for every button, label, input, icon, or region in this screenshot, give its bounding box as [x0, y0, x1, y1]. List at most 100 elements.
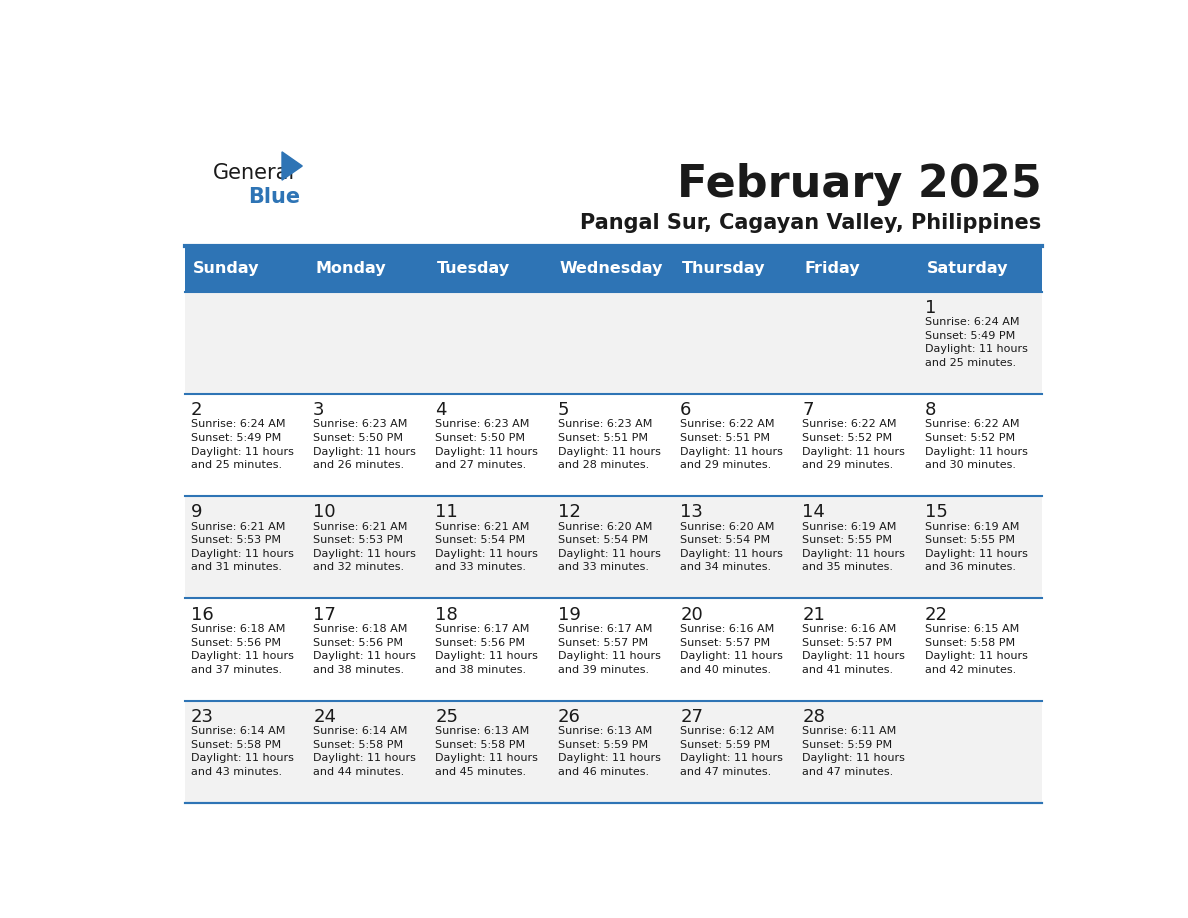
Text: 3: 3	[314, 401, 324, 420]
Bar	[185, 497, 308, 599]
Bar	[308, 599, 430, 700]
Bar	[797, 599, 920, 700]
Text: Sunrise: 6:16 AM
Sunset: 5:57 PM
Daylight: 11 hours
and 41 minutes.: Sunrise: 6:16 AM Sunset: 5:57 PM Dayligh…	[802, 624, 905, 675]
Bar	[308, 394, 430, 497]
Bar	[675, 599, 797, 700]
Text: Sunrise: 6:22 AM
Sunset: 5:52 PM
Daylight: 11 hours
and 29 minutes.: Sunrise: 6:22 AM Sunset: 5:52 PM Dayligh…	[802, 420, 905, 470]
Text: Sunrise: 6:13 AM
Sunset: 5:58 PM
Daylight: 11 hours
and 45 minutes.: Sunrise: 6:13 AM Sunset: 5:58 PM Dayligh…	[436, 726, 538, 777]
Bar	[185, 700, 308, 803]
Bar	[552, 497, 675, 599]
Bar	[552, 700, 675, 803]
Text: Tuesday: Tuesday	[437, 262, 511, 276]
Text: 2: 2	[191, 401, 202, 420]
Text: Pangal Sur, Cagayan Valley, Philippines: Pangal Sur, Cagayan Valley, Philippines	[580, 213, 1042, 233]
Bar	[797, 497, 920, 599]
Text: Sunrise: 6:19 AM
Sunset: 5:55 PM
Daylight: 11 hours
and 36 minutes.: Sunrise: 6:19 AM Sunset: 5:55 PM Dayligh…	[924, 521, 1028, 573]
Bar	[430, 246, 552, 292]
Bar	[552, 292, 675, 394]
Text: 12: 12	[558, 503, 581, 521]
Text: Sunrise: 6:12 AM
Sunset: 5:59 PM
Daylight: 11 hours
and 47 minutes.: Sunrise: 6:12 AM Sunset: 5:59 PM Dayligh…	[681, 726, 783, 777]
Bar	[797, 246, 920, 292]
Bar	[308, 497, 430, 599]
Text: 22: 22	[924, 606, 948, 623]
Text: Sunrise: 6:24 AM
Sunset: 5:49 PM
Daylight: 11 hours
and 25 minutes.: Sunrise: 6:24 AM Sunset: 5:49 PM Dayligh…	[924, 318, 1028, 368]
Text: Sunrise: 6:23 AM
Sunset: 5:51 PM
Daylight: 11 hours
and 28 minutes.: Sunrise: 6:23 AM Sunset: 5:51 PM Dayligh…	[558, 420, 661, 470]
Bar	[675, 497, 797, 599]
Text: 28: 28	[802, 708, 826, 726]
Text: Sunrise: 6:21 AM
Sunset: 5:53 PM
Daylight: 11 hours
and 32 minutes.: Sunrise: 6:21 AM Sunset: 5:53 PM Dayligh…	[314, 521, 416, 573]
Text: February 2025: February 2025	[677, 162, 1042, 206]
Bar	[430, 394, 552, 497]
Text: 27: 27	[681, 708, 703, 726]
Polygon shape	[282, 151, 302, 180]
Bar	[675, 292, 797, 394]
Text: Sunrise: 6:11 AM
Sunset: 5:59 PM
Daylight: 11 hours
and 47 minutes.: Sunrise: 6:11 AM Sunset: 5:59 PM Dayligh…	[802, 726, 905, 777]
Text: 15: 15	[924, 503, 948, 521]
Bar	[675, 246, 797, 292]
Text: 25: 25	[436, 708, 459, 726]
Text: Sunrise: 6:19 AM
Sunset: 5:55 PM
Daylight: 11 hours
and 35 minutes.: Sunrise: 6:19 AM Sunset: 5:55 PM Dayligh…	[802, 521, 905, 573]
Bar	[920, 292, 1042, 394]
Text: General: General	[213, 163, 295, 183]
Text: Sunrise: 6:21 AM
Sunset: 5:54 PM
Daylight: 11 hours
and 33 minutes.: Sunrise: 6:21 AM Sunset: 5:54 PM Dayligh…	[436, 521, 538, 573]
Text: Sunrise: 6:21 AM
Sunset: 5:53 PM
Daylight: 11 hours
and 31 minutes.: Sunrise: 6:21 AM Sunset: 5:53 PM Dayligh…	[191, 521, 293, 573]
Text: 7: 7	[802, 401, 814, 420]
Text: Sunrise: 6:23 AM
Sunset: 5:50 PM
Daylight: 11 hours
and 26 minutes.: Sunrise: 6:23 AM Sunset: 5:50 PM Dayligh…	[314, 420, 416, 470]
Text: Sunrise: 6:23 AM
Sunset: 5:50 PM
Daylight: 11 hours
and 27 minutes.: Sunrise: 6:23 AM Sunset: 5:50 PM Dayligh…	[436, 420, 538, 470]
Text: 8: 8	[924, 401, 936, 420]
Text: Friday: Friday	[804, 262, 860, 276]
Text: Sunrise: 6:24 AM
Sunset: 5:49 PM
Daylight: 11 hours
and 25 minutes.: Sunrise: 6:24 AM Sunset: 5:49 PM Dayligh…	[191, 420, 293, 470]
Text: Sunrise: 6:22 AM
Sunset: 5:51 PM
Daylight: 11 hours
and 29 minutes.: Sunrise: 6:22 AM Sunset: 5:51 PM Dayligh…	[681, 420, 783, 470]
Text: 17: 17	[314, 606, 336, 623]
Bar	[552, 246, 675, 292]
Bar	[920, 700, 1042, 803]
Bar	[185, 292, 308, 394]
Bar	[185, 394, 308, 497]
Bar	[920, 394, 1042, 497]
Bar	[185, 246, 308, 292]
Bar	[430, 497, 552, 599]
Bar	[797, 394, 920, 497]
Text: 5: 5	[558, 401, 569, 420]
Bar	[675, 394, 797, 497]
Text: Saturday: Saturday	[927, 262, 1009, 276]
Bar	[552, 599, 675, 700]
Text: 10: 10	[314, 503, 336, 521]
Bar	[552, 394, 675, 497]
Text: 9: 9	[191, 503, 202, 521]
Text: Sunrise: 6:22 AM
Sunset: 5:52 PM
Daylight: 11 hours
and 30 minutes.: Sunrise: 6:22 AM Sunset: 5:52 PM Dayligh…	[924, 420, 1028, 470]
Bar	[920, 497, 1042, 599]
Text: Sunrise: 6:17 AM
Sunset: 5:57 PM
Daylight: 11 hours
and 39 minutes.: Sunrise: 6:17 AM Sunset: 5:57 PM Dayligh…	[558, 624, 661, 675]
Text: Sunrise: 6:18 AM
Sunset: 5:56 PM
Daylight: 11 hours
and 38 minutes.: Sunrise: 6:18 AM Sunset: 5:56 PM Dayligh…	[314, 624, 416, 675]
Text: Sunrise: 6:14 AM
Sunset: 5:58 PM
Daylight: 11 hours
and 44 minutes.: Sunrise: 6:14 AM Sunset: 5:58 PM Dayligh…	[314, 726, 416, 777]
Text: Blue: Blue	[248, 187, 301, 207]
Text: 14: 14	[802, 503, 826, 521]
Bar	[430, 292, 552, 394]
Text: 20: 20	[681, 606, 703, 623]
Text: 21: 21	[802, 606, 826, 623]
Text: 11: 11	[436, 503, 459, 521]
Text: Sunrise: 6:15 AM
Sunset: 5:58 PM
Daylight: 11 hours
and 42 minutes.: Sunrise: 6:15 AM Sunset: 5:58 PM Dayligh…	[924, 624, 1028, 675]
Text: 26: 26	[558, 708, 581, 726]
Bar	[430, 700, 552, 803]
Text: 1: 1	[924, 299, 936, 317]
Text: Sunrise: 6:20 AM
Sunset: 5:54 PM
Daylight: 11 hours
and 34 minutes.: Sunrise: 6:20 AM Sunset: 5:54 PM Dayligh…	[681, 521, 783, 573]
Text: 19: 19	[558, 606, 581, 623]
Text: 23: 23	[191, 708, 214, 726]
Text: 6: 6	[681, 401, 691, 420]
Text: Sunrise: 6:14 AM
Sunset: 5:58 PM
Daylight: 11 hours
and 43 minutes.: Sunrise: 6:14 AM Sunset: 5:58 PM Dayligh…	[191, 726, 293, 777]
Text: 4: 4	[436, 401, 447, 420]
Text: 16: 16	[191, 606, 214, 623]
Bar	[920, 599, 1042, 700]
Bar	[185, 599, 308, 700]
Bar	[430, 599, 552, 700]
Bar	[308, 292, 430, 394]
Text: Wednesday: Wednesday	[560, 262, 663, 276]
Text: Sunrise: 6:20 AM
Sunset: 5:54 PM
Daylight: 11 hours
and 33 minutes.: Sunrise: 6:20 AM Sunset: 5:54 PM Dayligh…	[558, 521, 661, 573]
Bar	[308, 700, 430, 803]
Text: 13: 13	[681, 503, 703, 521]
Text: 18: 18	[436, 606, 459, 623]
Bar	[675, 700, 797, 803]
Text: 24: 24	[314, 708, 336, 726]
Bar	[797, 700, 920, 803]
